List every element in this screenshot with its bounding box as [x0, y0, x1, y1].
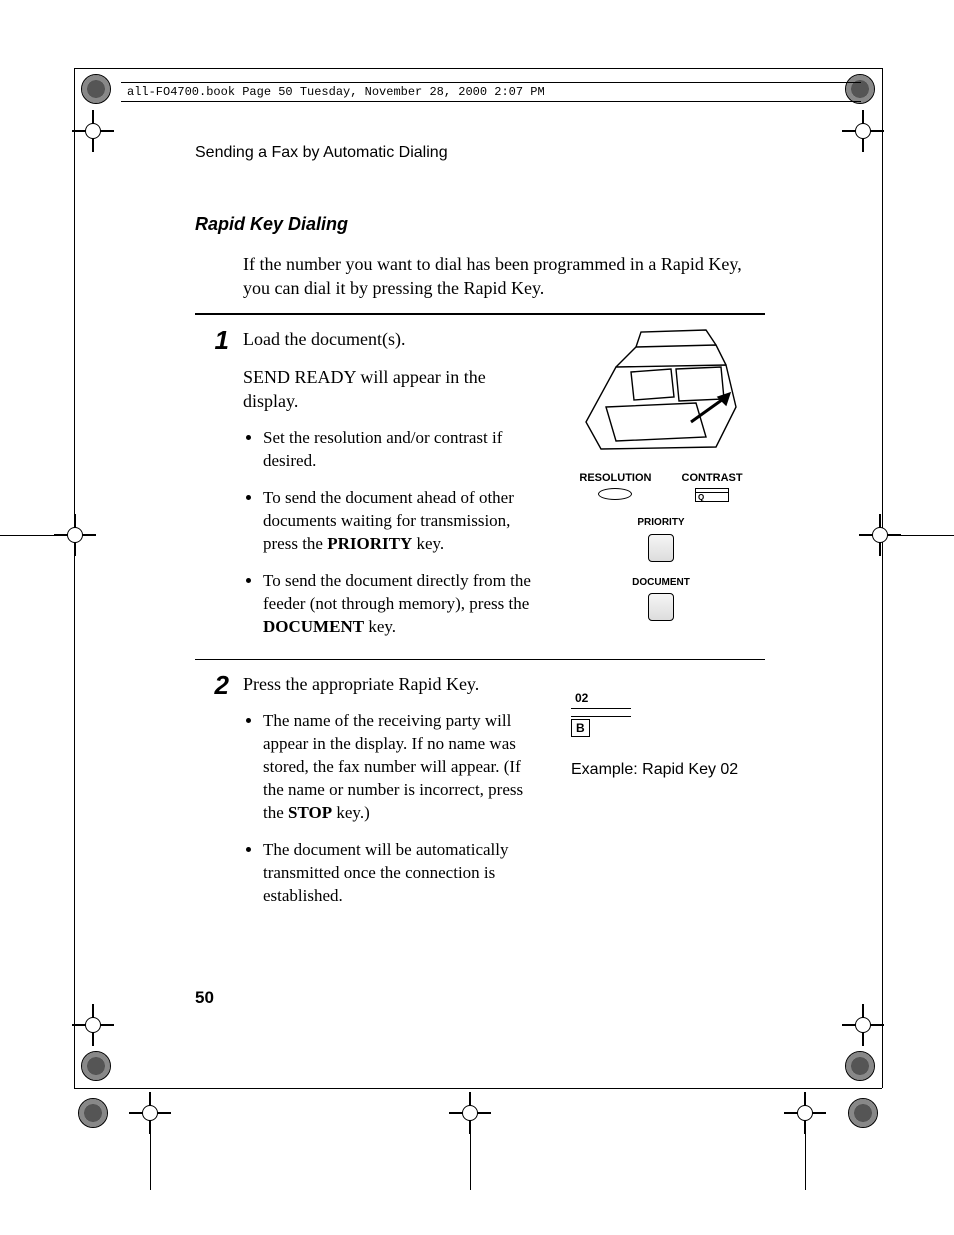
rapid-key-icon: 02 B: [571, 688, 631, 737]
crosshair-icon: [60, 520, 90, 550]
section-intro: If the number you want to dial has been …: [243, 252, 765, 301]
resolution-button-icon: [598, 488, 632, 500]
file-header-strip: all-FO4700.book Page 50 Tuesday, Novembe…: [121, 82, 861, 102]
step-1-bullets: Set the resolution and/or contrast if de…: [243, 427, 543, 639]
step-2-lead: Press the appropriate Rapid Key.: [243, 672, 543, 696]
register-mark-icon: [81, 1051, 111, 1081]
priority-label: PRIORITY: [637, 516, 684, 530]
step-2-bullets: The name of the receiving party will app…: [243, 710, 543, 908]
crop-tick: [150, 1130, 151, 1190]
running-head: Sending a Fax by Automatic Dialing: [195, 144, 448, 162]
crop-frame-left: [74, 68, 75, 1088]
register-mark-icon: [845, 1051, 875, 1081]
document-label: DOCUMENT: [632, 576, 690, 590]
rapid-key-number: 02: [571, 688, 631, 709]
crosshair-icon: [455, 1098, 485, 1128]
crop-tick: [0, 535, 58, 536]
content-area: If the number you want to dial has been …: [195, 252, 765, 928]
priority-button-icon: [648, 534, 674, 562]
crosshair-icon: [78, 116, 108, 146]
resolution-block: RESOLUTION: [579, 471, 651, 503]
step-1-number: 1: [195, 327, 229, 653]
step-2-text: Press the appropriate Rapid Key. The nam…: [243, 672, 543, 922]
register-mark-icon: [78, 1098, 108, 1128]
contrast-label: CONTRAST: [682, 471, 743, 486]
crop-frame-top: [74, 68, 882, 69]
rapid-key-example: Example: Rapid Key 02: [571, 759, 738, 781]
list-item: To send the document ahead of other docu…: [263, 487, 543, 556]
step-1-panel: RESOLUTION CONTRAST Q PRIO: [561, 327, 761, 653]
button-panel: RESOLUTION CONTRAST Q PRIO: [579, 471, 742, 622]
crop-tick: [898, 535, 954, 536]
contrast-q-label: Q: [695, 492, 729, 502]
document-button-icon: [648, 593, 674, 621]
step-1: 1 Load the document(s). SEND READY will …: [195, 327, 765, 653]
crosshair-icon: [848, 1010, 878, 1040]
bullet-text: The document will be automatically trans…: [263, 840, 508, 905]
crop-frame-bottom: [74, 1088, 882, 1089]
bullet-text: key.: [412, 534, 444, 553]
list-item: Set the resolution and/or contrast if de…: [263, 427, 543, 473]
crosshair-icon: [865, 520, 895, 550]
resolution-label: RESOLUTION: [579, 471, 651, 486]
bullet-bold: DOCUMENT: [263, 617, 364, 636]
page-number: 50: [195, 988, 214, 1008]
step-2-panel: 02 B Example: Rapid Key 02: [561, 672, 761, 922]
fax-machine-icon: [576, 327, 746, 467]
bullet-text: key.): [332, 803, 370, 822]
bullet-text: Set the resolution and/or contrast if de…: [263, 428, 502, 470]
crosshair-icon: [848, 116, 878, 146]
step-2-number: 2: [195, 672, 229, 922]
page: all-FO4700.book Page 50 Tuesday, Novembe…: [0, 0, 954, 1235]
contrast-button-icon: Q: [695, 488, 729, 502]
step-2: 2 Press the appropriate Rapid Key. The n…: [195, 672, 765, 922]
contrast-block: CONTRAST Q: [682, 471, 743, 503]
crosshair-icon: [78, 1010, 108, 1040]
file-header-text: all-FO4700.book Page 50 Tuesday, Novembe…: [127, 85, 545, 99]
crop-tick: [470, 1130, 471, 1190]
crop-tick: [805, 1130, 806, 1190]
crosshair-icon: [790, 1098, 820, 1128]
crosshair-icon: [135, 1098, 165, 1128]
register-mark-icon: [81, 74, 111, 104]
crop-frame-right: [882, 68, 883, 1088]
list-item: The name of the receiving party will app…: [263, 710, 543, 825]
bullet-bold: PRIORITY: [327, 534, 412, 553]
section-title: Rapid Key Dialing: [195, 214, 348, 235]
list-item: To send the document directly from the f…: [263, 570, 543, 639]
register-mark-icon: [848, 1098, 878, 1128]
bullet-bold: STOP: [288, 803, 332, 822]
bullet-text: To send the document directly from the f…: [263, 571, 531, 613]
step-1-sub: SEND READY will appear in the display.: [243, 365, 543, 414]
rapid-key-letter: B: [571, 719, 590, 737]
divider: [195, 313, 765, 315]
step-1-text: Load the document(s). SEND READY will ap…: [243, 327, 543, 653]
bullet-text: key.: [364, 617, 396, 636]
divider: [195, 659, 765, 660]
list-item: The document will be automatically trans…: [263, 839, 543, 908]
step-1-lead: Load the document(s).: [243, 327, 543, 351]
